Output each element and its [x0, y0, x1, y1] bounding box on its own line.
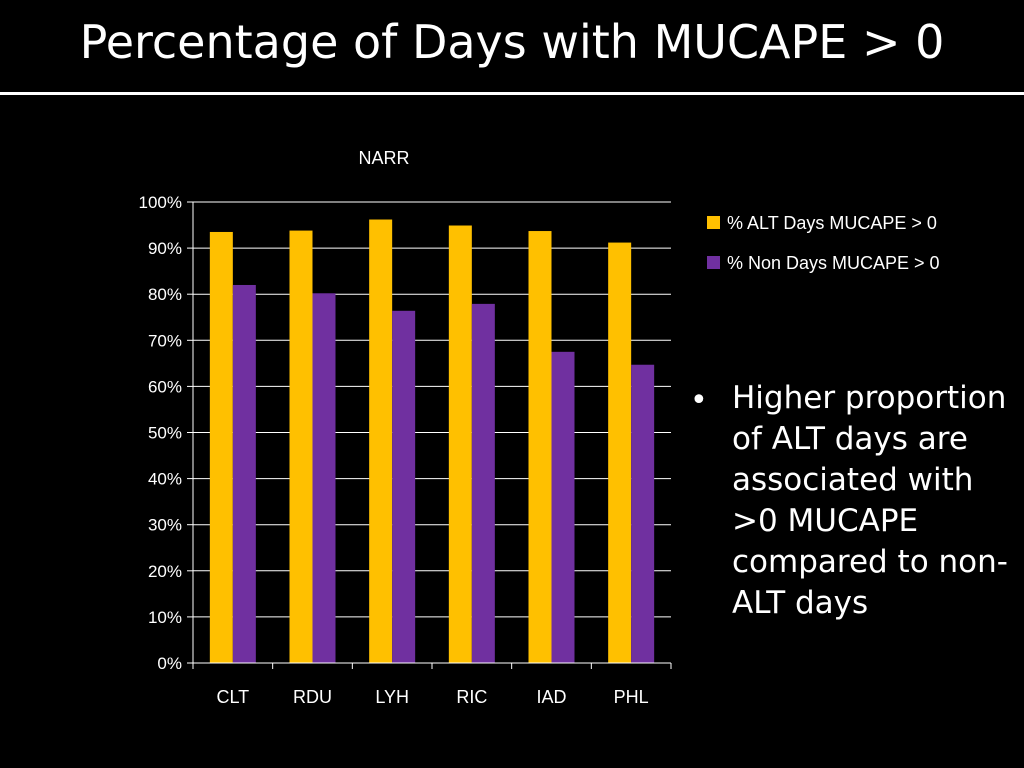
y-tick-label: 30%: [148, 516, 182, 535]
y-tick-label: 0%: [157, 654, 182, 673]
bullet-icon: •: [690, 383, 708, 418]
bullet-text: Higher proportion of ALT days are associ…: [732, 380, 1008, 621]
legend-label: % Non Days MUCAPE > 0: [727, 253, 940, 273]
y-tick-label: 50%: [148, 424, 182, 443]
y-tick-label: 80%: [148, 285, 182, 304]
legend-label: % ALT Days MUCAPE > 0: [727, 213, 937, 233]
y-tick-label: 20%: [148, 562, 182, 581]
y-tick-label: 10%: [148, 608, 182, 627]
y-tick-label: 90%: [148, 239, 182, 258]
title-divider: [0, 92, 1024, 95]
chart-title: NARR: [358, 148, 409, 168]
y-tick-label: 100%: [139, 193, 182, 212]
y-tick-label: 60%: [148, 377, 182, 396]
axis-labels: 0% 10% 20% 30% 40% 50% 60% 70% 80% 90% 100% CLT RDU L…: [139, 193, 649, 707]
x-tick-label: RDU: [293, 687, 332, 707]
bars: [209, 219, 655, 664]
bar-clt-non: [232, 284, 256, 663]
legend: % ALT Days MUCAPE > 0 % Non Days MUCAPE >…: [707, 213, 940, 273]
bar-lyh-alt: [369, 219, 393, 663]
bar-phl-alt: [608, 242, 632, 663]
bar-rdu-non: [312, 293, 336, 663]
bar-lyh-non: [392, 310, 416, 663]
bar-ric-non: [471, 303, 495, 663]
gridlines: [193, 201, 671, 618]
slide-title: Percentage of Days with MUCAPE > 0: [79, 15, 945, 69]
x-tick-label: CLT: [216, 687, 249, 707]
bar-ric-alt: [448, 225, 472, 664]
bar-phl-non: [631, 364, 655, 663]
x-tick-label: RIC: [456, 687, 487, 707]
bar-clt-alt: [209, 231, 233, 663]
bar-iad-non: [551, 351, 575, 663]
legend-swatch: [707, 216, 720, 229]
x-tick-label: LYH: [375, 687, 409, 707]
bullet-point: • Higher proportion of ALT days are asso…: [690, 378, 1010, 624]
bar-rdu-alt: [289, 230, 313, 663]
axes: [187, 201, 672, 669]
x-tick-label: PHL: [614, 687, 649, 707]
bar-iad-alt: [528, 231, 552, 663]
y-tick-label: 70%: [148, 331, 182, 350]
x-tick-label: IAD: [536, 687, 566, 707]
y-tick-label: 40%: [148, 470, 182, 489]
legend-swatch: [707, 256, 720, 269]
